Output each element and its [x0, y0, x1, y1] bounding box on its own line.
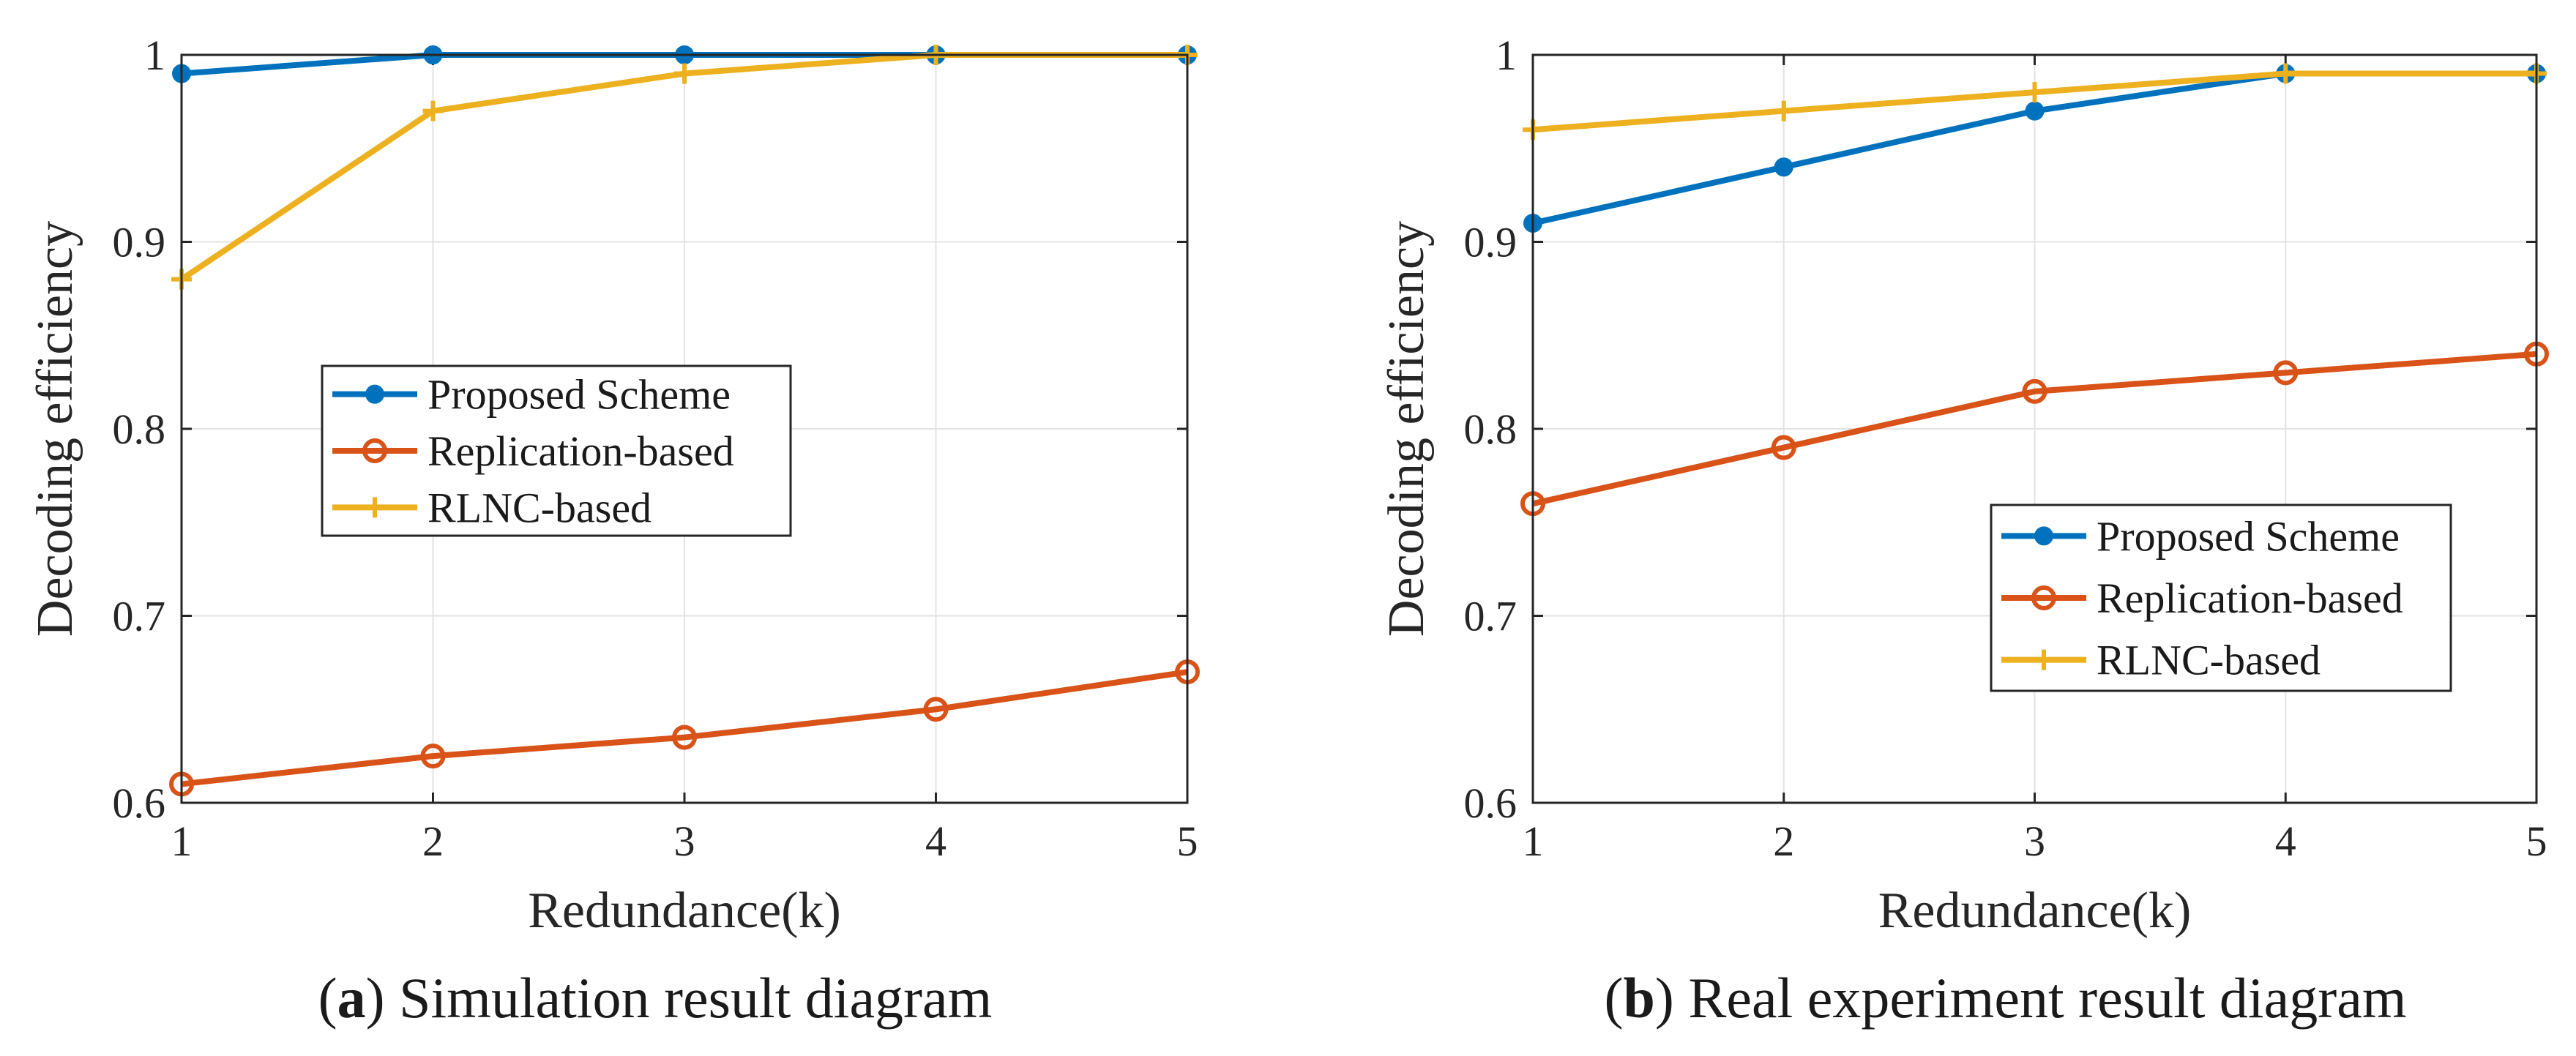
caption-text: Real experiment result diagram: [1688, 966, 2406, 1030]
y-tick-label: 0.8: [1464, 405, 1517, 453]
data-point: [422, 100, 444, 121]
caption-close-paren: ): [1655, 966, 1688, 1030]
legend-label: RLNC-based: [428, 484, 652, 531]
y-tick-label: 0.8: [113, 405, 166, 453]
legend: Proposed Scheme Replication-based RLNC-bas…: [321, 364, 792, 537]
y-tick-label: 0.9: [113, 219, 166, 266]
legend-swatch-marker: [365, 497, 385, 518]
data-point: [1771, 435, 1796, 460]
legend-label: Replication-based: [2097, 574, 2403, 622]
series-line: [181, 669, 1188, 787]
data-point: [2024, 82, 2045, 103]
x-tick-label: 2: [1773, 817, 1794, 865]
legend-swatch-marker: [2031, 585, 2056, 610]
legend-label: Replication-based: [428, 427, 734, 475]
data-point: [1773, 100, 1794, 121]
y-tick-label: 1: [144, 31, 165, 79]
axes-frame: [180, 53, 1189, 804]
y-tick-label: 0.7: [113, 593, 166, 640]
caption-text: Simulation result diagram: [399, 966, 992, 1030]
data-point: [923, 697, 949, 722]
x-tick-label: 4: [2275, 817, 2296, 865]
x-tick-label: 5: [2526, 817, 2547, 865]
panel-caption: (a) Simulation result diagram: [318, 966, 993, 1030]
data-point: [2025, 101, 2045, 121]
series-replication-based: [1520, 341, 2549, 517]
legend-swatch-marker: [362, 438, 387, 463]
legend: Proposed Scheme Replication-based RLNC-bas…: [1990, 503, 2452, 692]
chart-panel-b: 1 2 3 4 5 0.6 0.7 0.8 0.9 1 Redundance(k) Decoding …: [1378, 31, 2549, 1030]
caption-panel-label: a: [337, 966, 366, 1030]
x-tick-label: 5: [1177, 817, 1198, 865]
y-axis-title: Decoding efficiency: [1378, 221, 1435, 637]
panel-caption: (b) Real experiment result diagram: [1605, 966, 2407, 1030]
legend-label: Proposed Scheme: [2097, 512, 2400, 560]
legend-label: RLNC-based: [2097, 637, 2321, 684]
chart-panel-a: 1 2 3 4 5 0.6 0.7 0.8 0.9 1 Redundance(k) Decoding …: [27, 31, 1200, 1030]
axes-frame: [1531, 53, 2538, 804]
data-point: [674, 63, 695, 84]
x-tick-label: 4: [925, 817, 947, 865]
y-tick-label: 1: [1496, 31, 1517, 79]
data-point: [672, 724, 697, 750]
x-axis-title: Redundance(k): [1878, 883, 2192, 939]
legend-swatch-marker: [2034, 649, 2054, 670]
y-tick-label: 0.6: [113, 779, 166, 827]
series-line: [1532, 351, 2537, 507]
data-point: [1774, 157, 1793, 177]
caption-panel-label: b: [1623, 966, 1654, 1030]
legend-swatch-marker: [2034, 526, 2053, 546]
y-tick-label: 0.7: [1464, 593, 1517, 640]
legend-label: Proposed Scheme: [428, 371, 731, 419]
x-tick-label: 1: [1523, 817, 1544, 865]
data-point: [420, 744, 446, 769]
x-tick-label: 1: [171, 817, 193, 865]
x-tick-label: 2: [422, 817, 444, 865]
legend-swatch-marker: [365, 384, 384, 404]
caption-close-paren: ): [366, 966, 399, 1030]
x-tick-label: 3: [674, 817, 695, 865]
y-axis-title: Decoding efficiency: [27, 221, 83, 637]
x-axis-title: Redundance(k): [528, 883, 841, 939]
x-tick-label: 3: [2024, 817, 2045, 865]
caption-open-paren: (: [1605, 966, 1624, 1030]
data-point: [2022, 378, 2047, 404]
data-point: [2273, 360, 2299, 386]
data-point: [2275, 63, 2296, 84]
caption-open-paren: (: [318, 966, 337, 1030]
y-tick-label: 0.9: [1464, 219, 1517, 266]
y-tick-label: 0.6: [1464, 779, 1517, 827]
